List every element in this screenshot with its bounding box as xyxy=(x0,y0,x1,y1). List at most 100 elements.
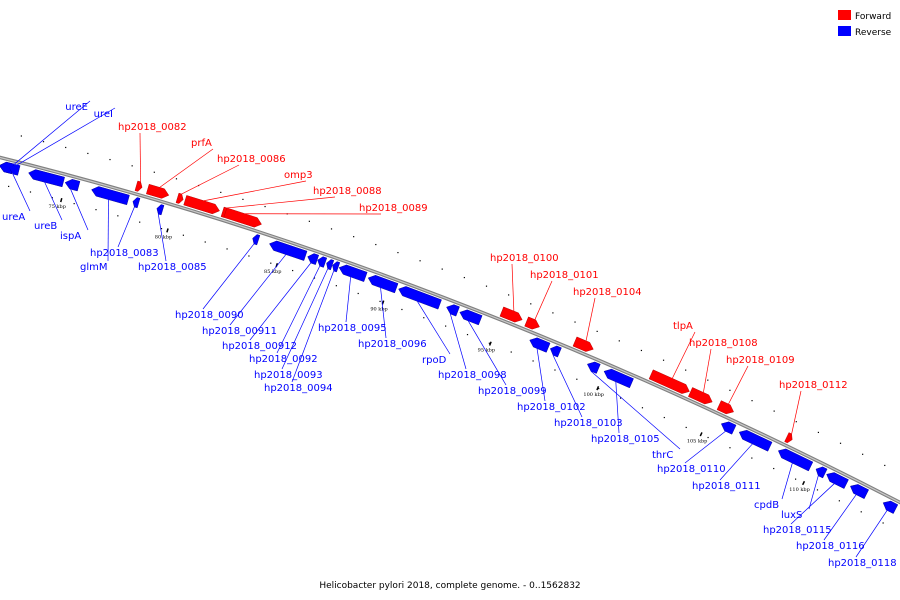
gene-arrow-ureA xyxy=(8,164,21,176)
gene-leader-hp2018_0108 xyxy=(703,348,712,393)
gene-arrow-hp2018_0093 xyxy=(326,259,335,271)
gene-leader-ureI xyxy=(4,107,116,173)
grid-dot xyxy=(65,146,67,149)
grid-dot xyxy=(685,426,687,429)
gene-label-hp2018_0100: hp2018_0100 xyxy=(490,253,559,264)
grid-dot xyxy=(160,228,163,230)
gene-label-hp2018_0083: hp2018_0083 xyxy=(90,248,159,259)
gene-arrow-ureB xyxy=(28,169,65,188)
gene-label-hp2018_0101: hp2018_0101 xyxy=(530,270,599,281)
grid-dot xyxy=(330,228,333,230)
grid-dot xyxy=(707,379,709,381)
gene-label-ispA: ispA xyxy=(60,231,81,242)
gene-leader-hp2018_0094 xyxy=(291,270,335,383)
grid-dot xyxy=(729,389,731,391)
gene-label-hp2018_0096: hp2018_0096 xyxy=(358,339,427,350)
grid-dot xyxy=(463,276,465,279)
gene-label-omp3: omp3 xyxy=(284,170,313,181)
gene-leader-hp2018_0109 xyxy=(728,365,749,405)
grid-dot xyxy=(773,410,775,412)
genome-backbone xyxy=(0,155,900,505)
gene-label-hp2018_0085: hp2018_0085 xyxy=(138,262,207,273)
grid-dot xyxy=(270,262,272,264)
grid-dot xyxy=(226,248,228,250)
gene-leader-hp2018_0112 xyxy=(791,390,802,434)
gene-label-hp2018_0099: hp2018_0099 xyxy=(478,386,547,397)
gene-arrow-hp2018_0086 xyxy=(175,192,184,204)
grid-dot xyxy=(264,205,266,208)
gene-arrow-hp2018_00911 xyxy=(269,240,308,261)
grid-dot xyxy=(441,268,443,270)
grid-dot xyxy=(445,325,447,327)
gene-label-hp2018_0115: hp2018_0115 xyxy=(763,525,832,536)
gene-label-hp2018_0109: hp2018_0109 xyxy=(726,355,795,366)
grid-dot xyxy=(8,185,10,188)
scale-tick-label: 95 kbp xyxy=(478,348,495,354)
grid-dot xyxy=(242,198,244,201)
grid-dot xyxy=(313,277,316,279)
gene-leader-hp2018_0082 xyxy=(139,132,141,182)
grid-dot xyxy=(153,171,155,173)
gene-label-hp2018_0105: hp2018_0105 xyxy=(591,434,660,445)
gene-arrow-hp2018_0101 xyxy=(524,316,540,330)
grid-dot xyxy=(375,243,377,246)
grid-dot xyxy=(794,478,797,480)
gene-leader-hp2018_00911 xyxy=(229,254,287,326)
gene-label-hp2018_0086: hp2018_0086 xyxy=(217,154,286,165)
gene-arrow-hp2018_0103 xyxy=(550,345,562,358)
gene-arrow-thrC xyxy=(587,361,601,374)
gene-leader-hp2018_0096 xyxy=(380,287,387,339)
gene-arrow-hp2018_0115 xyxy=(826,472,849,489)
gene-label-hp2018_0102: hp2018_0102 xyxy=(517,402,586,413)
grid-dot xyxy=(182,234,184,236)
grid-dot xyxy=(641,407,644,409)
gene-arrow-hp2018_0104 xyxy=(572,336,594,352)
scale-tick xyxy=(60,197,63,203)
grid-dot xyxy=(839,442,842,444)
gene-arrow-hp2018_0102 xyxy=(529,337,551,353)
legend: Forward Reverse xyxy=(838,10,892,38)
gene-label-hp2018_0111: hp2018_0111 xyxy=(692,481,761,492)
gene-arrow-prfA xyxy=(146,184,170,199)
grid-dot xyxy=(397,251,399,254)
grid-dot xyxy=(729,447,731,449)
grid-dot xyxy=(357,292,359,295)
gene-label-glmM: glmM xyxy=(80,262,108,273)
grid-dot xyxy=(862,453,864,455)
grid-dot xyxy=(51,197,53,199)
grid-dot xyxy=(817,431,820,434)
gene-arrow-hp2018_0095 xyxy=(338,264,368,282)
gene-leader-cpdB xyxy=(781,462,793,500)
gene-arrow-hp2018_0083 xyxy=(132,197,141,209)
grid-dot xyxy=(175,178,178,180)
grid-dot xyxy=(292,269,294,272)
grid-dot xyxy=(882,522,884,524)
grid-dot xyxy=(248,255,250,257)
grid-dot xyxy=(73,203,75,205)
gene-arrow-hp2018_0116 xyxy=(850,484,869,499)
gene-leader-hp2018_0115 xyxy=(790,483,835,525)
grid-dot xyxy=(576,378,578,380)
gene-label-hp2018_0094: hp2018_0094 xyxy=(264,383,333,394)
gene-label-hp2018_0088: hp2018_0088 xyxy=(313,186,382,197)
grid-dot xyxy=(220,191,222,193)
grid-dot xyxy=(552,312,554,314)
grid-dot xyxy=(640,349,643,352)
grid-dot xyxy=(751,457,753,459)
grid-dot xyxy=(204,241,206,243)
scale-tick-label: 75 kbp xyxy=(49,204,66,210)
grid-dot xyxy=(466,333,469,336)
grid-dot xyxy=(488,342,490,344)
grid-dot xyxy=(20,135,22,137)
gene-arrow-omp3 xyxy=(183,195,220,215)
gene-label-hp2018_0118: hp2018_0118 xyxy=(828,558,897,569)
gene-label-hp2018_0092: hp2018_0092 xyxy=(249,354,318,365)
gene-leader-ureE xyxy=(4,100,91,173)
gene-arrow-hp2018_0096 xyxy=(367,275,399,294)
scale-tick-label: 105 kbp xyxy=(687,438,708,444)
gene-leader-hp2018_0100 xyxy=(511,263,515,312)
scale-tick-label: 85 kbp xyxy=(264,269,281,275)
legend-label-forward: Forward xyxy=(855,12,891,22)
